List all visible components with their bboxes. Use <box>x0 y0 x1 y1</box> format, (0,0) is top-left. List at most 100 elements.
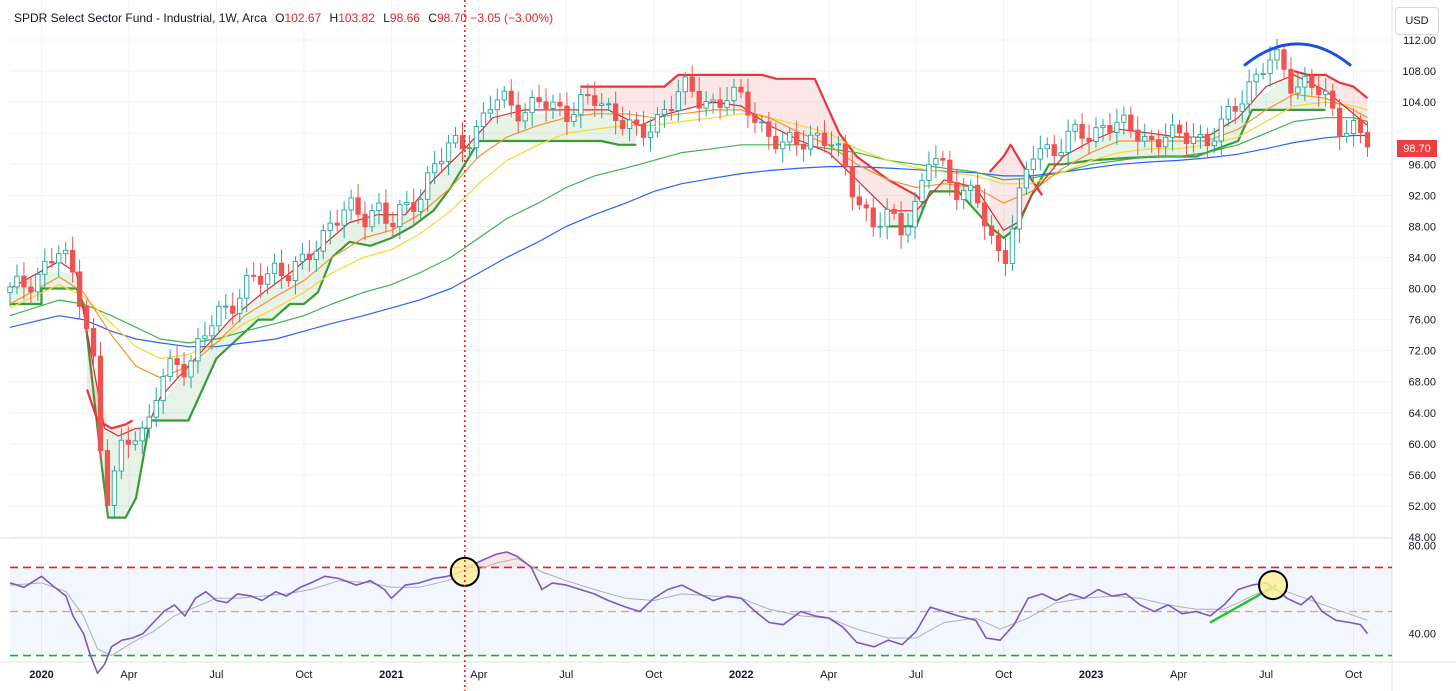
candle-body <box>787 132 793 143</box>
candle-body <box>63 249 69 255</box>
candle-body <box>271 262 278 275</box>
candle-body <box>717 99 723 108</box>
time-axis[interactable]: 2020 Apr Jul Oct 2021 Apr Jul Oct 2022 Apr Jul Oct 2… <box>29 669 1362 681</box>
price-tick-label: 56.00 <box>1408 470 1436 482</box>
candle-body <box>1037 148 1043 160</box>
candle-body <box>752 114 758 123</box>
candle-body <box>759 121 765 124</box>
candle-body <box>926 163 932 181</box>
candle-body <box>244 274 250 299</box>
candle-body <box>807 134 814 150</box>
candle-body <box>104 450 111 506</box>
candle-body <box>1337 107 1343 137</box>
candle-body <box>285 275 292 281</box>
candle-body <box>111 470 118 506</box>
candle-body <box>773 135 779 150</box>
candle-body <box>606 103 612 106</box>
candle-body <box>981 202 988 227</box>
candle-body <box>780 141 786 150</box>
candle-body <box>1016 187 1023 230</box>
symbol-legend: SPDR Select Sector Fund - Industrial, 1W… <box>14 11 553 25</box>
candle-body <box>230 305 236 314</box>
price-axis[interactable]: 112.00 108.00 104.00 96.00 92.00 88.00 84.00 80… <box>1402 35 1436 641</box>
candle-body <box>320 229 326 252</box>
candle-body <box>1093 127 1099 142</box>
time-tick-label: 2021 <box>379 669 403 681</box>
candle-body <box>181 364 187 378</box>
overbought-fill <box>471 552 532 568</box>
open-label: O <box>275 11 285 25</box>
candle-body <box>515 104 521 122</box>
resistance-band-line <box>1293 70 1369 100</box>
candle-body <box>640 124 647 138</box>
candle-body <box>599 103 605 106</box>
candle-body <box>188 360 194 378</box>
candle-body <box>251 274 257 277</box>
candle-body <box>376 202 382 212</box>
candle-body <box>766 121 772 137</box>
candle-body <box>452 135 459 144</box>
candle-body <box>362 213 368 228</box>
candle-body <box>83 306 90 329</box>
candle-body <box>613 103 619 121</box>
candle-body <box>1343 133 1350 137</box>
candle-body <box>933 158 939 165</box>
price-tick-label: 96.00 <box>1408 159 1436 171</box>
candle-body <box>821 132 828 146</box>
candle-body <box>257 275 264 285</box>
candle-body <box>1288 68 1294 94</box>
candle-body <box>633 119 640 125</box>
candle-body <box>167 358 173 377</box>
candle-body <box>905 226 911 236</box>
candle-body <box>14 275 20 288</box>
arc-annotation <box>1243 42 1352 67</box>
candle-body <box>898 212 904 236</box>
candle-body <box>459 135 466 150</box>
candle-body <box>1316 87 1322 96</box>
candle-body <box>1197 134 1204 138</box>
candle-body <box>877 225 883 228</box>
rsi-line <box>9 551 1369 675</box>
resistance-band-line <box>85 389 134 430</box>
rsi-tick-label: 40.00 <box>1408 629 1436 641</box>
candle-body <box>508 90 514 106</box>
candle-body <box>278 262 285 277</box>
ema-blue-line <box>9 134 1368 348</box>
candle-body <box>654 113 661 133</box>
candle-body <box>1058 152 1064 157</box>
candle-body <box>1169 124 1176 138</box>
candle-body <box>592 95 598 106</box>
candle-body <box>1072 123 1078 132</box>
candle-body <box>299 253 306 262</box>
candle-body <box>390 222 396 228</box>
price-tick-label: 64.00 <box>1408 408 1436 420</box>
candle-body <box>1218 118 1224 142</box>
resistance-band-line <box>580 73 925 204</box>
candle-body <box>1246 81 1252 105</box>
candle-body <box>1149 135 1155 141</box>
candle-body <box>968 184 974 191</box>
price-tick-label: 112.00 <box>1403 35 1436 47</box>
price-tick-label: 104.00 <box>1402 97 1436 109</box>
low-label: L <box>383 11 390 25</box>
currency-button[interactable]: USD <box>1395 7 1439 35</box>
symbol-title: SPDR Select Sector Fund - Industrial, 1W… <box>14 11 267 25</box>
candle-body <box>445 142 452 162</box>
candle-body <box>494 99 500 111</box>
candle-body <box>369 210 375 228</box>
candle-body <box>76 271 83 307</box>
candle-body <box>842 143 849 167</box>
candle-body <box>1086 137 1092 142</box>
candle-body <box>313 250 319 261</box>
candle-body <box>216 305 222 327</box>
price-tick-label: 72.00 <box>1408 346 1436 358</box>
candle-body <box>1350 120 1357 135</box>
price-tick-label: 68.00 <box>1408 377 1436 389</box>
candle-body <box>35 273 41 293</box>
candle-body <box>334 222 340 226</box>
rsi-circle-marker <box>1258 570 1289 601</box>
candle-body <box>1023 168 1030 189</box>
candle-body <box>675 91 681 112</box>
candle-body <box>1162 136 1169 148</box>
